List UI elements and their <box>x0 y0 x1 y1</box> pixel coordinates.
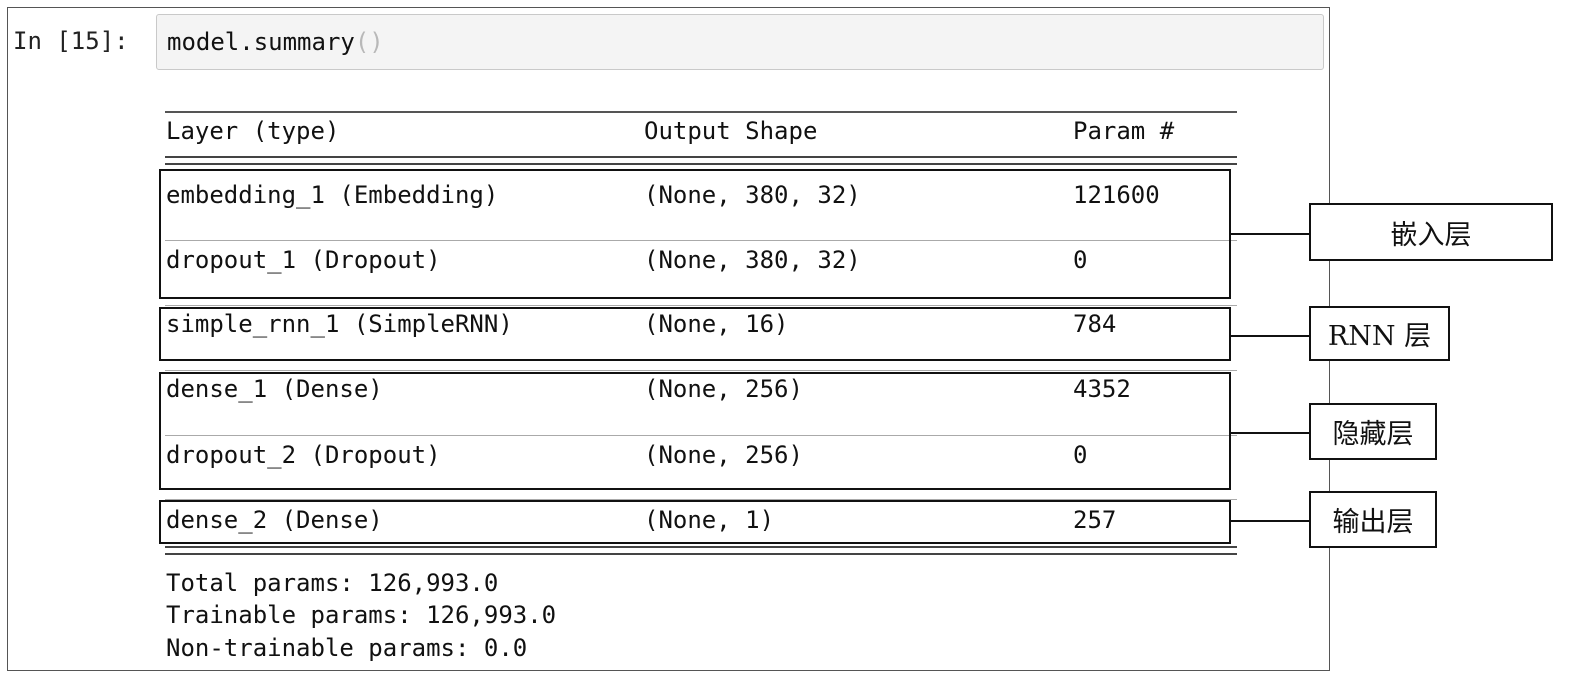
row-layer: dense_1 (Dense) <box>166 375 383 403</box>
embedding-connector <box>1231 233 1310 235</box>
row-separator <box>165 240 1237 241</box>
footer-double-rule <box>165 546 1237 555</box>
code-line[interactable]: model.summary() <box>167 28 384 56</box>
embedding-group-box <box>159 169 1231 299</box>
header-layer-type: Layer (type) <box>166 117 340 145</box>
non-trainable-params: Non-trainable params: 0.0 <box>166 634 528 662</box>
row-params: 784 <box>1073 310 1117 338</box>
rnn-group-box <box>159 307 1231 361</box>
row-shape: (None, 256) <box>644 441 803 469</box>
trainable-params: Trainable params: 126,993.0 <box>166 601 557 629</box>
code-text: model.summary <box>167 28 355 56</box>
row-layer: dropout_2 (Dropout) <box>166 441 441 469</box>
row-separator <box>165 370 1237 371</box>
row-separator <box>165 499 1237 500</box>
row-shape: (None, 380, 32) <box>644 246 861 274</box>
row-separator <box>165 435 1237 436</box>
output-connector <box>1231 520 1310 522</box>
table-top-rule <box>165 111 1237 113</box>
row-params: 0 <box>1073 246 1088 274</box>
hidden-connector <box>1231 432 1310 434</box>
hidden-layer-label: 隐藏层 <box>1309 403 1437 460</box>
rnn-layer-label: RNN 层 <box>1309 306 1450 361</box>
code-parens: () <box>354 28 384 56</box>
row-layer: simple_rnn_1 (SimpleRNN) <box>166 310 513 338</box>
header-double-rule <box>165 156 1237 165</box>
embedding-layer-label: 嵌入层 <box>1309 203 1553 261</box>
header-output-shape: Output Shape <box>644 117 818 145</box>
row-shape: (None, 1) <box>644 506 775 534</box>
row-params: 257 <box>1073 506 1117 534</box>
input-prompt: In [15]: <box>13 27 129 55</box>
row-shape: (None, 380, 32) <box>644 181 861 209</box>
row-params: 0 <box>1073 441 1088 469</box>
row-shape: (None, 256) <box>644 375 803 403</box>
rnn-connector <box>1231 335 1310 337</box>
row-layer: dropout_1 (Dropout) <box>166 246 441 274</box>
row-params: 121600 <box>1073 181 1160 209</box>
header-param-count: Param # <box>1073 117 1175 145</box>
output-group-box <box>159 500 1231 544</box>
row-params: 4352 <box>1073 375 1131 403</box>
total-params: Total params: 126,993.0 <box>166 569 499 597</box>
code-input-area[interactable]: model.summary() <box>156 14 1324 70</box>
row-layer: dense_2 (Dense) <box>166 506 383 534</box>
row-shape: (None, 16) <box>644 310 789 338</box>
output-layer-label: 输出层 <box>1309 491 1437 548</box>
row-layer: embedding_1 (Embedding) <box>166 181 499 209</box>
row-separator <box>165 305 1237 306</box>
hidden-group-box <box>159 372 1231 490</box>
